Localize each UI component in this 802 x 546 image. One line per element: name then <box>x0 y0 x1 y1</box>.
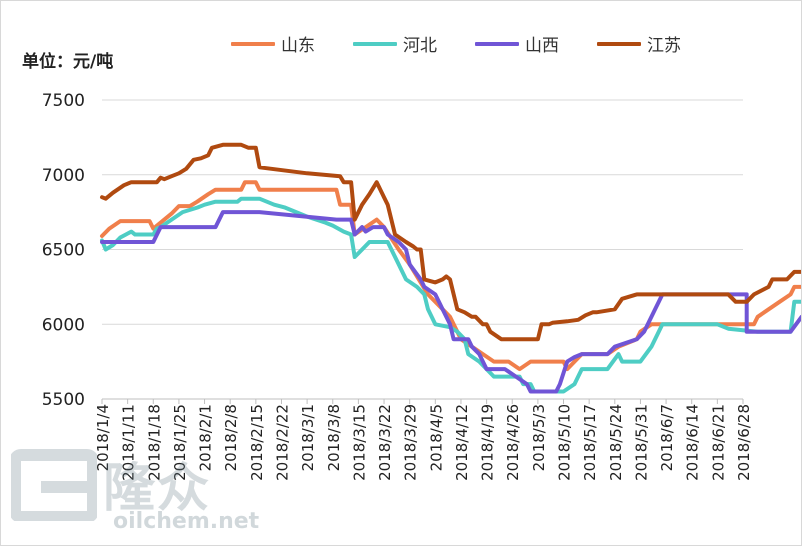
x-tick-label: 2018/2/8 <box>222 404 240 471</box>
legend-swatch <box>475 41 519 46</box>
x-tick-label: 2018/3/15 <box>350 404 368 481</box>
y-tick-label: 5500 <box>42 390 85 410</box>
legend: 山东 河北 山西 江苏 <box>231 31 681 56</box>
x-tick-label: 2018/4/12 <box>453 404 471 481</box>
x-tick-label: 2018/6/7 <box>658 404 676 471</box>
x-tick-label: 2018/1/11 <box>120 404 138 481</box>
x-tick-label: 2018/5/17 <box>581 404 599 481</box>
x-tick-label: 2018/5/3 <box>530 404 548 471</box>
watermark-logo: 隆众 <box>11 446 211 521</box>
series-line-江苏 <box>100 142 801 342</box>
x-tick-label: 2018/2/15 <box>248 404 266 481</box>
x-tick-label: 2018/3/29 <box>402 404 420 481</box>
series-line-河北 <box>100 196 801 394</box>
x-tick-label: 2018/2/1 <box>197 404 215 471</box>
axes <box>101 398 744 404</box>
x-tick-label: 2018/4/19 <box>479 404 497 481</box>
x-tick-label: 2018/4/26 <box>504 404 522 481</box>
x-tick-label: 2018/5/24 <box>607 404 625 481</box>
legend-item-hebei: 河北 <box>353 31 437 56</box>
series-line-山东 <box>100 180 801 372</box>
x-tick-label: 2018/3/1 <box>299 404 317 471</box>
legend-item-jiangsu: 江苏 <box>597 31 681 56</box>
x-tick-label: 2018/5/31 <box>632 404 650 481</box>
x-tick-label: 2018/6/21 <box>709 404 727 481</box>
series-lines <box>100 142 801 394</box>
series-line-山西 <box>100 210 801 394</box>
y-tick-label: 6000 <box>42 315 85 335</box>
x-tick-label: 2018/3/22 <box>376 404 394 481</box>
legend-item-shandong: 山东 <box>231 31 315 56</box>
legend-label: 江苏 <box>647 36 681 56</box>
legend-swatch <box>231 41 275 46</box>
watermark-brand: 隆众 <box>103 459 212 519</box>
legend-swatch <box>597 41 641 46</box>
legend-item-shanxi: 山西 <box>475 31 559 56</box>
x-tick-label: 2018/1/18 <box>145 404 163 481</box>
legend-swatch <box>353 41 397 46</box>
x-tick-label: 2018/3/8 <box>325 404 343 471</box>
y-tick-label: 7000 <box>42 166 85 186</box>
grid-lines <box>102 99 743 325</box>
y-axis-unit-label: 单位：元/吨 <box>22 52 114 72</box>
logo-icon <box>11 448 97 521</box>
legend-label: 山东 <box>281 36 315 56</box>
legend-label: 山西 <box>525 36 559 56</box>
x-tick-label: 2018/2/22 <box>273 404 291 481</box>
x-tick-label: 2018/5/10 <box>556 404 574 481</box>
legend-label: 河北 <box>403 36 437 56</box>
x-tick-label: 2018/4/5 <box>427 404 445 471</box>
y-tick-label: 6500 <box>42 241 85 261</box>
y-tick-label: 7500 <box>42 91 85 111</box>
x-tick-label: 2018/1/4 <box>94 404 112 471</box>
watermark-url: oilchem.net <box>113 509 260 534</box>
x-tick-label: 2018/1/25 <box>171 404 189 481</box>
x-tick-label: 2018/6/28 <box>735 404 753 481</box>
tick-labels: 5500 6000 6500 7000 7500 2018/1/4 2018/1/11 201… <box>42 91 753 481</box>
x-tick-label: 2018/6/14 <box>684 404 702 481</box>
